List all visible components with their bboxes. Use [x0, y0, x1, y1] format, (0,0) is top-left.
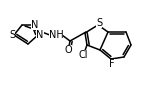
Text: Cl: Cl	[78, 50, 88, 60]
Text: N: N	[31, 19, 39, 29]
Text: O: O	[64, 45, 72, 55]
Text: S: S	[96, 18, 102, 28]
Text: N: N	[36, 30, 44, 40]
Text: S: S	[9, 30, 15, 40]
Text: NH: NH	[49, 30, 63, 40]
Text: F: F	[109, 59, 115, 69]
